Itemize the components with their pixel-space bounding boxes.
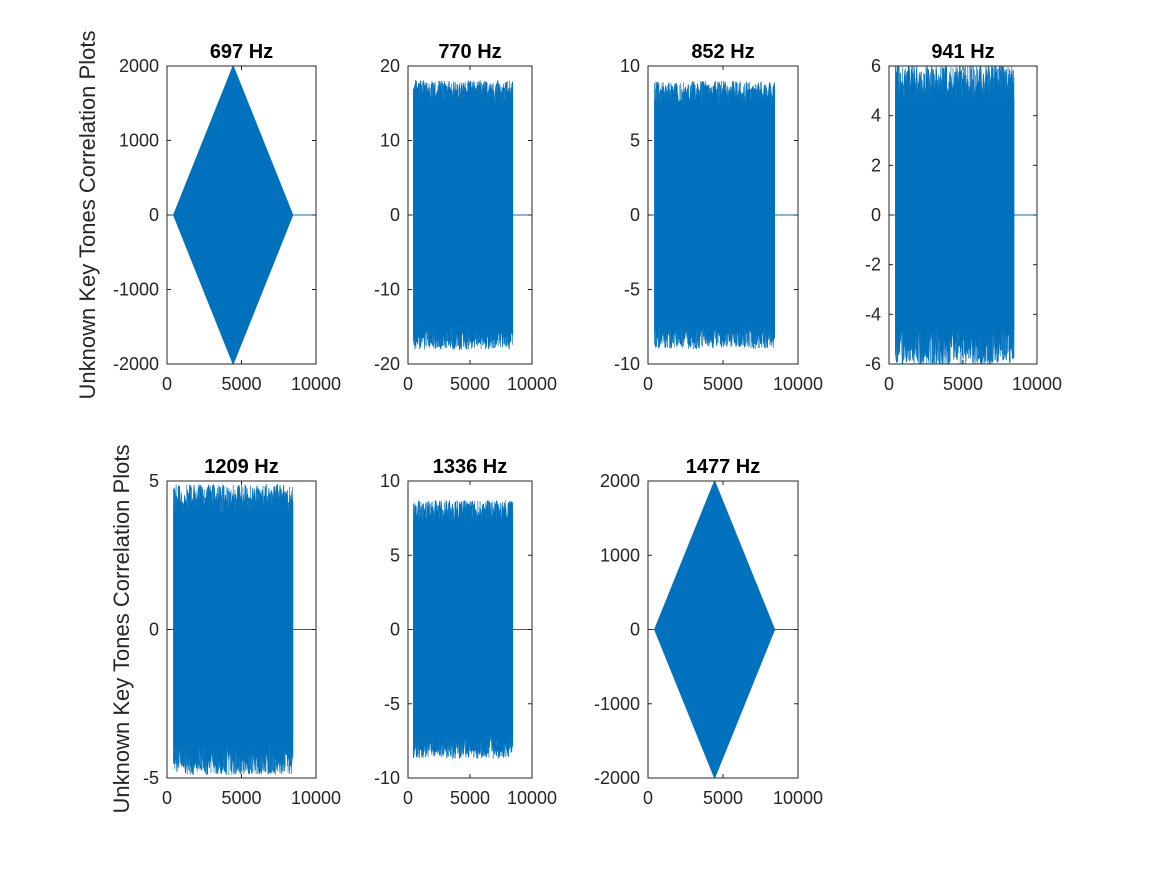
subplot-4: 0 5000 10000 -6 -4 -2 0 2 4 6 941 Hz: [865, 41, 1062, 394]
x-tick-label: 10000: [1012, 374, 1062, 394]
x-tick-label: 5000: [703, 788, 743, 808]
y-tick-label: -2000: [113, 354, 159, 374]
ylabel-row-1: Unknown Key Tones Correlation Plots: [75, 30, 100, 400]
x-tick-label: 0: [403, 788, 413, 808]
x-tick-label: 5000: [221, 788, 261, 808]
x-tick-label: 0: [643, 374, 653, 394]
series-area: [648, 481, 798, 778]
y-tick-label: 0: [871, 205, 881, 225]
y-tick-label: 1000: [600, 545, 640, 565]
x-tick-label: 0: [162, 788, 172, 808]
y-tick-label: 4: [871, 106, 881, 126]
series-oscillation: [654, 80, 775, 349]
y-tick-label: -1000: [113, 280, 159, 300]
y-tick-label: 20: [380, 56, 400, 76]
y-tick-label: 2000: [119, 56, 159, 76]
x-tick-label: 5000: [221, 374, 261, 394]
subplot-3: 0 5000 10000 -10 -5 0 5 10 852 Hz: [614, 41, 823, 394]
y-tick-label: 5: [149, 471, 159, 491]
x-tick-label: 0: [162, 374, 172, 394]
y-tick-label: 10: [380, 131, 400, 151]
y-tick-label: 5: [390, 545, 400, 565]
y-tick-label: -6: [865, 354, 881, 374]
y-tick-label: -10: [374, 768, 400, 788]
x-tick-label: 10000: [773, 788, 823, 808]
y-tick-label: -2: [865, 255, 881, 275]
y-tick-label: 0: [149, 205, 159, 225]
y-tick-label: -5: [384, 694, 400, 714]
y-tick-label: -5: [143, 768, 159, 788]
x-tick-label: 0: [403, 374, 413, 394]
series-area: [167, 483, 316, 776]
y-tick-label: 0: [630, 205, 640, 225]
x-tick-label: 10000: [773, 374, 823, 394]
series-envelope: [654, 481, 776, 778]
series-area: [408, 499, 532, 759]
y-tick-label: 10: [380, 471, 400, 491]
series-oscillation: [413, 500, 514, 759]
y-tick-label: 6: [871, 56, 881, 76]
x-tick-label: 10000: [291, 374, 341, 394]
subplot-title: 770 Hz: [438, 41, 501, 63]
series-area: [648, 80, 798, 350]
ylabel-row-2: Unknown Key Tones Correlation Plots: [109, 444, 134, 814]
subplot-1: 0 5000 10000 -2000 -1000 0 1000 2000 697 Hz: [113, 41, 341, 394]
series-area: [408, 80, 532, 351]
x-tick-label: 10000: [291, 788, 341, 808]
subplot-7: 0 5000 10000 -2000 -1000 0 1000 2000 1477 Hz: [594, 456, 823, 808]
subplot-title: 697 Hz: [210, 41, 273, 63]
y-tick-label: 5: [630, 131, 640, 151]
y-tick-label: 0: [390, 620, 400, 640]
y-tick-label: 0: [390, 205, 400, 225]
y-tick-label: 2: [871, 155, 881, 175]
y-tick-label: 0: [630, 620, 640, 640]
series-area: [167, 66, 316, 364]
x-tick-label: 0: [884, 374, 894, 394]
y-tick-label: -20: [374, 354, 400, 374]
subplot-title: 1477 Hz: [686, 456, 761, 478]
series-oscillation: [173, 484, 294, 775]
y-tick-label: -10: [374, 280, 400, 300]
y-tick-label: -10: [614, 354, 640, 374]
y-tick-label: -1000: [594, 694, 640, 714]
series-oscillation: [413, 80, 514, 350]
series-area: [889, 66, 1037, 364]
x-tick-label: 5000: [450, 788, 490, 808]
subplot-title: 852 Hz: [691, 41, 754, 63]
y-tick-label: 2000: [600, 471, 640, 491]
subplot-2: 0 5000 10000 -20 -10 0 10 20 770 Hz: [374, 41, 557, 394]
y-tick-label: -5: [624, 280, 640, 300]
series-oscillation: [895, 66, 1015, 364]
y-tick-label: 10: [620, 56, 640, 76]
x-tick-label: 0: [643, 788, 653, 808]
x-tick-label: 5000: [943, 374, 983, 394]
x-tick-label: 10000: [507, 788, 557, 808]
y-tick-label: -2000: [594, 768, 640, 788]
series-envelope: [173, 66, 294, 364]
subplot-title: 1336 Hz: [433, 456, 508, 478]
y-tick-label: 0: [149, 620, 159, 640]
subplot-title: 1209 Hz: [204, 456, 279, 478]
x-tick-label: 5000: [703, 374, 743, 394]
x-tick-label: 5000: [450, 374, 490, 394]
x-tick-label: 10000: [507, 374, 557, 394]
subplot-title: 941 Hz: [931, 41, 994, 63]
subplot-6: 0 5000 10000 -10 -5 0 5 10 1336 Hz: [374, 456, 557, 808]
y-tick-label: -4: [865, 304, 881, 324]
y-tick-label: 1000: [119, 131, 159, 151]
